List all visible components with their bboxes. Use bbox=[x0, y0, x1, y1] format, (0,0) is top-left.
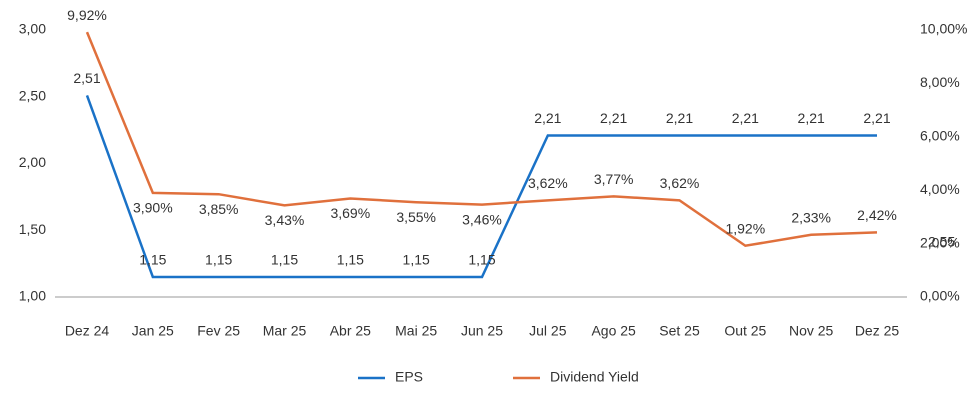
data-label: 3,46% bbox=[462, 211, 502, 227]
x-tick-label: Jul 25 bbox=[529, 323, 567, 339]
data-label: 3,43% bbox=[265, 212, 305, 228]
data-label: 1,15 bbox=[205, 252, 232, 268]
data-label: 1,15 bbox=[271, 252, 298, 268]
y-tick-label: 1,00 bbox=[19, 288, 46, 304]
data-label: 1,15 bbox=[403, 252, 430, 268]
series-line bbox=[85, 94, 877, 279]
legend-label: EPS bbox=[395, 369, 423, 385]
data-label: 2,21 bbox=[600, 110, 627, 126]
data-label: 1,92% bbox=[725, 220, 765, 236]
y2-tick-label: 4,00% bbox=[920, 181, 960, 197]
data-label: 3,62% bbox=[528, 175, 568, 191]
data-label: 9,92% bbox=[67, 7, 107, 23]
y-tick-label: 3,00 bbox=[19, 21, 46, 37]
legend-label: Dividend Yield bbox=[550, 369, 639, 385]
data-label: 2,51 bbox=[73, 70, 100, 86]
data-label: 3,55% bbox=[396, 209, 436, 225]
data-label: 2,21 bbox=[732, 110, 759, 126]
x-tick-label: Mar 25 bbox=[263, 323, 307, 339]
y2-tick-label: 10,00% bbox=[920, 21, 967, 37]
x-tick-label: Mai 25 bbox=[395, 323, 437, 339]
x-tick-label: Ago 25 bbox=[591, 323, 636, 339]
data-label: 3,62% bbox=[660, 175, 700, 191]
annotation: 2,55 bbox=[928, 234, 955, 250]
data-label: 2,21 bbox=[798, 110, 825, 126]
y-tick-label: 2,50 bbox=[19, 87, 46, 103]
data-label: 3,85% bbox=[199, 201, 239, 217]
data-label: 1,15 bbox=[139, 252, 166, 268]
y2-tick-label: 8,00% bbox=[920, 74, 960, 90]
x-tick-label: Out 25 bbox=[724, 323, 766, 339]
x-tick-label: Abr 25 bbox=[330, 323, 371, 339]
data-label: 1,15 bbox=[468, 252, 495, 268]
series-line bbox=[85, 31, 878, 248]
x-tick-label: Jun 25 bbox=[461, 323, 503, 339]
y-tick-label: 2,00 bbox=[19, 154, 46, 170]
data-label: 2,42% bbox=[857, 207, 897, 223]
x-tick-label: Jan 25 bbox=[132, 323, 174, 339]
y2-tick-label: 2,00% bbox=[920, 234, 960, 250]
data-label: 2,33% bbox=[791, 209, 831, 225]
data-label: 2,21 bbox=[863, 110, 890, 126]
y2-tick-label: 6,00% bbox=[920, 128, 960, 144]
x-tick-label: Dez 25 bbox=[855, 323, 900, 339]
data-label: 1,15 bbox=[337, 252, 364, 268]
x-tick-label: Fev 25 bbox=[197, 323, 240, 339]
data-label: 3,77% bbox=[594, 171, 634, 187]
data-label: 2,21 bbox=[666, 110, 693, 126]
data-label: 2,21 bbox=[534, 110, 561, 126]
y2-tick-label: 0,00% bbox=[920, 288, 960, 304]
x-tick-label: Set 25 bbox=[659, 323, 700, 339]
x-tick-label: Nov 25 bbox=[789, 323, 834, 339]
x-tick-label: Dez 24 bbox=[65, 323, 110, 339]
data-label: 3,90% bbox=[133, 200, 173, 216]
data-label: 3,69% bbox=[330, 205, 370, 221]
y-tick-label: 1,50 bbox=[19, 221, 46, 237]
